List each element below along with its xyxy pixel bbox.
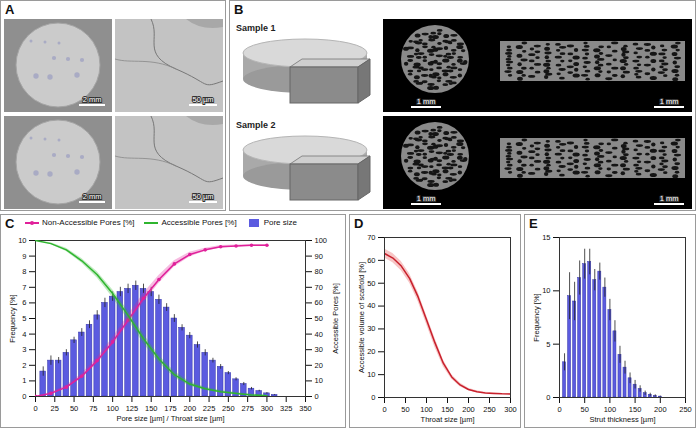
svg-text:8: 8 (22, 267, 26, 276)
svg-text:1 mm: 1 mm (417, 97, 436, 106)
svg-text:15: 15 (542, 233, 550, 242)
svg-text:1 mm: 1 mm (660, 194, 679, 203)
svg-text:Accessible Pores [%]: Accessible Pores [%] (331, 283, 340, 353)
svg-text:0: 0 (546, 393, 550, 402)
html-text:E: E (529, 216, 538, 231)
svg-text:100: 100 (315, 236, 328, 245)
svg-text:75: 75 (89, 404, 97, 413)
html-text:Accessible Pores [%]: Accessible Pores [%] (161, 218, 237, 228)
svg-text:2: 2 (22, 361, 26, 370)
svg-text:20: 20 (367, 347, 375, 356)
svg-text:Frequency [%]: Frequency [%] (532, 293, 541, 341)
svg-text:200: 200 (184, 404, 197, 413)
svg-text:Accessible volume of scaffold: Accessible volume of scaffold [%] (357, 262, 366, 373)
svg-text:1 mm: 1 mm (417, 194, 436, 203)
svg-text:Throat size [µm]: Throat size [µm] (421, 415, 475, 424)
svg-text:50: 50 (401, 405, 409, 414)
svg-text:50: 50 (581, 405, 589, 414)
svg-text:70: 70 (367, 233, 375, 242)
svg-text:125: 125 (126, 404, 139, 413)
svg-text:0: 0 (33, 404, 37, 413)
html-text:D: D (354, 216, 364, 231)
svg-text:7: 7 (22, 283, 26, 292)
svg-text:0: 0 (315, 392, 319, 401)
svg-text:225: 225 (203, 404, 216, 413)
svg-text:175: 175 (164, 404, 177, 413)
svg-text:5: 5 (22, 314, 26, 323)
html-text:B: B (234, 2, 244, 17)
svg-text:60: 60 (367, 256, 375, 265)
svg-text:50 µm: 50 µm (193, 192, 214, 201)
svg-text:2 mm: 2 mm (83, 95, 102, 104)
svg-text:70: 70 (315, 283, 323, 292)
svg-text:325: 325 (280, 404, 293, 413)
svg-text:0: 0 (22, 392, 26, 401)
svg-text:5: 5 (546, 340, 550, 349)
svg-text:1: 1 (22, 376, 26, 385)
svg-text:250: 250 (222, 404, 235, 413)
svg-text:30: 30 (315, 345, 323, 354)
svg-text:0: 0 (371, 393, 375, 402)
svg-text:300: 300 (504, 405, 517, 414)
svg-text:80: 80 (315, 267, 323, 276)
svg-text:Pore size [µm] / Throat size [: Pore size [µm] / Throat size [µm] (116, 414, 224, 423)
svg-text:350: 350 (299, 404, 312, 413)
html-text:A: A (5, 2, 15, 17)
svg-text:Strut thickness [µm]: Strut thickness [µm] (589, 415, 655, 424)
svg-text:100: 100 (106, 404, 119, 413)
svg-text:0: 0 (557, 405, 561, 414)
svg-text:10: 10 (367, 370, 375, 379)
svg-text:Sample 1: Sample 1 (236, 23, 276, 33)
svg-text:3: 3 (22, 345, 26, 354)
svg-text:Frequency [%]: Frequency [%] (8, 294, 17, 342)
svg-text:150: 150 (629, 405, 642, 414)
html-text:Pore size: Pore size (263, 218, 297, 228)
svg-text:250: 250 (483, 405, 496, 414)
svg-text:6: 6 (22, 298, 26, 307)
svg-text:150: 150 (441, 405, 454, 414)
svg-text:50: 50 (70, 404, 78, 413)
svg-text:150: 150 (145, 404, 158, 413)
svg-text:20: 20 (315, 361, 323, 370)
svg-text:275: 275 (241, 404, 254, 413)
svg-text:9: 9 (22, 252, 26, 261)
svg-text:25: 25 (51, 404, 59, 413)
svg-text:1 mm: 1 mm (660, 97, 679, 106)
svg-text:10: 10 (18, 236, 26, 245)
svg-text:60: 60 (315, 298, 323, 307)
svg-text:50: 50 (367, 279, 375, 288)
svg-text:50 µm: 50 µm (193, 95, 214, 104)
html-text:Non-Accessible Pores [%]: Non-Accessible Pores [%] (42, 218, 135, 228)
html-text:C: C (5, 216, 15, 231)
svg-text:50: 50 (315, 314, 323, 323)
svg-text:90: 90 (315, 252, 323, 261)
svg-text:0: 0 (382, 405, 386, 414)
svg-text:40: 40 (315, 330, 323, 339)
svg-text:100: 100 (420, 405, 433, 414)
svg-text:200: 200 (462, 405, 475, 414)
svg-text:10: 10 (542, 286, 550, 295)
svg-text:40: 40 (367, 301, 375, 310)
svg-text:30: 30 (367, 324, 375, 333)
svg-text:Sample 2: Sample 2 (236, 120, 276, 130)
svg-text:200: 200 (654, 405, 667, 414)
svg-text:250: 250 (679, 405, 692, 414)
svg-text:2 mm: 2 mm (83, 192, 102, 201)
svg-text:4: 4 (22, 330, 26, 339)
svg-text:300: 300 (261, 404, 274, 413)
svg-text:10: 10 (315, 376, 323, 385)
svg-text:100: 100 (604, 405, 617, 414)
